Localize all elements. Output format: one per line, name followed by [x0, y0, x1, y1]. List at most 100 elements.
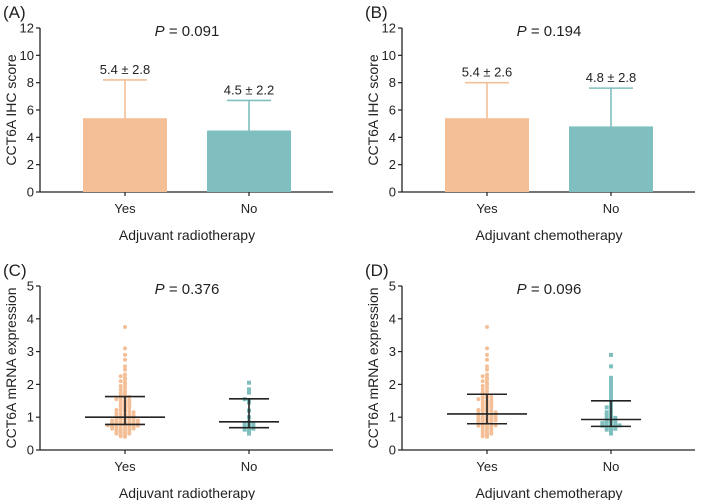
data-point: [609, 382, 613, 387]
data-label: 5.4 ± 2.6: [462, 65, 513, 80]
data-point: [485, 372, 489, 377]
data-point: [613, 426, 618, 431]
p-symbol: P: [517, 281, 527, 298]
p-value: = 0.376: [165, 281, 220, 298]
data-point: [131, 410, 136, 415]
y-tick-label: 10: [382, 48, 396, 63]
p-value: = 0.194: [527, 23, 582, 40]
data-point: [609, 392, 613, 397]
data-point: [123, 380, 127, 385]
data-point: [480, 379, 485, 384]
data-point: [251, 421, 256, 426]
data-point: [485, 357, 489, 362]
data-point: [485, 325, 489, 329]
chart-title: P = 0.376: [155, 281, 220, 298]
data-point: [114, 407, 119, 412]
data-point: [118, 384, 123, 389]
x-tick-label: No: [241, 459, 258, 474]
panel-a: (A) P = 0.091 CCT6A IHC score Adjuvant radi…: [3, 3, 333, 243]
y-tick-label: 6: [27, 103, 34, 118]
data-point: [485, 388, 489, 393]
y-tick-label: 10: [20, 48, 34, 63]
panel-label: (B): [365, 3, 388, 22]
chart-title: P = 0.091: [155, 23, 220, 40]
data-point: [609, 428, 613, 433]
data-point: [118, 387, 123, 392]
data-point: [485, 367, 489, 372]
data-point: [242, 424, 247, 429]
p-value: = 0.096: [527, 281, 582, 298]
data-point: [489, 398, 494, 403]
data-point: [118, 411, 123, 416]
data-point: [123, 357, 127, 362]
data-label: 5.4 ± 2.8: [100, 62, 151, 77]
data-point: [480, 387, 485, 392]
data-point: [118, 398, 123, 403]
x-tick-label: Yes: [114, 459, 136, 474]
y-tick-label: 2: [389, 157, 396, 172]
y-tick-label: 4: [389, 311, 396, 326]
panel-label: (D): [365, 261, 389, 280]
y-tick-label: 1: [27, 410, 34, 425]
data-point: [251, 426, 256, 431]
y-tick-label: 8: [27, 75, 34, 90]
data-point: [123, 346, 127, 351]
data-point: [123, 325, 127, 329]
data-point: [118, 390, 123, 395]
data-point: [609, 425, 613, 430]
data-point: [480, 384, 485, 389]
data-point: [609, 388, 613, 393]
data-point: [251, 423, 256, 428]
bar-no: [207, 130, 291, 192]
data-point: [604, 413, 609, 418]
data-point: [242, 421, 247, 426]
data-label: 4.5 ± 2.2: [224, 82, 275, 97]
data-point: [114, 425, 119, 430]
data-point: [600, 421, 605, 426]
data-point: [485, 375, 489, 380]
data-point: [127, 411, 132, 416]
data-point: [609, 364, 613, 369]
data-point: [247, 390, 251, 395]
data-point: [114, 397, 119, 402]
data-point: [247, 428, 251, 433]
chart-title: P = 0.096: [517, 281, 582, 298]
data-point: [489, 419, 494, 424]
data-point: [247, 387, 251, 392]
x-axis-label: Adjuvant radiotherapy: [119, 485, 255, 500]
y-tick-label: 5: [27, 279, 34, 294]
x-axis-label: Adjuvant chemotherapy: [475, 227, 622, 243]
data-point: [123, 372, 127, 377]
y-tick-label: 3: [389, 344, 396, 359]
y-tick-label: 5: [389, 279, 396, 294]
data-point: [609, 385, 613, 390]
data-point: [480, 415, 485, 420]
data-point: [118, 379, 123, 384]
data-point: [480, 398, 485, 403]
y-tick-label: 8: [389, 75, 396, 90]
y-tick-label: 4: [27, 130, 34, 145]
panel-label: (C): [3, 261, 27, 280]
data-point: [489, 408, 494, 413]
x-tick-label: No: [241, 201, 258, 216]
data-point: [131, 419, 136, 424]
y-axis-label: CCT6A mRNA expression: [3, 287, 19, 448]
data-point: [110, 424, 115, 429]
data-point: [127, 398, 132, 403]
data-point: [617, 423, 622, 428]
y-tick-label: 2: [389, 377, 396, 392]
x-tick-label: Yes: [476, 201, 498, 216]
y-tick-label: 0: [27, 185, 34, 200]
y-tick-label: 4: [27, 311, 34, 326]
bar-yes: [83, 118, 167, 192]
bar-yes: [445, 118, 529, 192]
x-tick-label: No: [603, 459, 620, 474]
y-axis-label: CCT6A IHC score: [3, 54, 19, 165]
y-tick-label: 2: [27, 377, 34, 392]
data-point: [110, 418, 115, 423]
data-point: [485, 385, 489, 390]
x-tick-label: No: [603, 201, 620, 216]
data-point: [114, 411, 119, 416]
data-point: [485, 346, 489, 351]
